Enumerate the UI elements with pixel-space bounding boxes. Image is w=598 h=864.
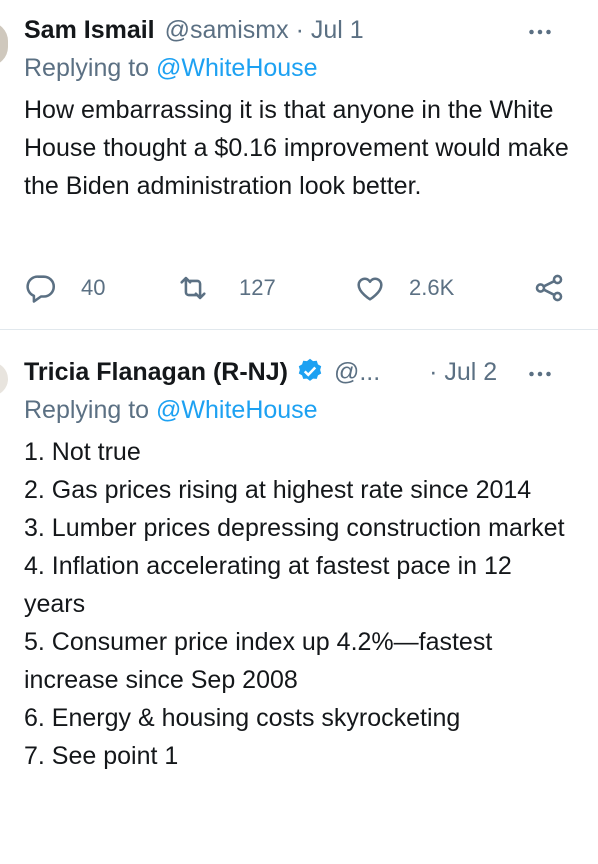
divider bbox=[0, 329, 598, 330]
like-button[interactable] bbox=[353, 271, 387, 305]
text-line: 5. Consumer price index up 4.2%—fastest … bbox=[24, 628, 493, 694]
replying-to: Replying to @WhiteHouse bbox=[24, 391, 318, 429]
handle[interactable]: @... bbox=[333, 358, 381, 386]
verified-badge bbox=[298, 358, 322, 381]
tweet-header: Sam Ismail @samismx · Jul 1 bbox=[24, 11, 364, 49]
action-bar: 40 127 2.6K bbox=[0, 268, 598, 308]
date: Jul 2 bbox=[444, 358, 498, 386]
mention-link[interactable]: @WhiteHouse bbox=[156, 396, 318, 424]
text-line: 1. Not true bbox=[24, 438, 141, 466]
text-line: 2. Gas prices rising at highest rate sin… bbox=[24, 476, 532, 504]
replying-label: Replying to bbox=[24, 54, 150, 82]
handle[interactable]: @samismx bbox=[164, 16, 289, 44]
separator: · bbox=[288, 16, 311, 44]
retweet-count: 127 bbox=[239, 275, 276, 300]
text-line: 6. Energy & housing costs skyrocketing bbox=[24, 704, 461, 732]
reply-count: 40 bbox=[81, 275, 106, 300]
tweet-header: Tricia Flanagan (R-NJ) @... · Jul 2 bbox=[24, 353, 497, 391]
text-line: How embarrassing it is that anyone in th… bbox=[24, 96, 569, 200]
avatar bbox=[0, 22, 8, 66]
text-line: 3. Lumber prices depressing construction… bbox=[24, 514, 565, 542]
author-name[interactable]: Sam Ismail bbox=[24, 16, 155, 44]
mention-link[interactable]: @WhiteHouse bbox=[156, 54, 318, 82]
replying-label: Replying to bbox=[24, 396, 150, 424]
avatar bbox=[0, 362, 8, 396]
tweet-text: 1. Not true 2. Gas prices rising at highe… bbox=[24, 433, 569, 775]
more-button[interactable] bbox=[523, 357, 557, 391]
date: Jul 1 bbox=[310, 16, 364, 44]
replying-to: Replying to @WhiteHouse bbox=[24, 49, 318, 87]
separator: · bbox=[422, 358, 445, 386]
author-name[interactable]: Tricia Flanagan (R-NJ) bbox=[24, 358, 288, 386]
text-line: 4. Inflation accelerating at fastest pac… bbox=[24, 552, 512, 618]
tweet: Sam Ismail @samismx · Jul 1 Replying to @W… bbox=[0, 11, 598, 511]
text-line: 7. See point 1 bbox=[24, 742, 179, 770]
tweet: Tricia Flanagan (R-NJ) @... · Jul 2 Replyi… bbox=[0, 353, 598, 853]
retweet-button[interactable] bbox=[176, 271, 210, 305]
share-button[interactable] bbox=[532, 271, 566, 305]
like-count: 2.6K bbox=[409, 275, 455, 300]
reply-button[interactable] bbox=[24, 271, 58, 305]
more-button[interactable] bbox=[523, 15, 557, 49]
tweet-text: How embarrassing it is that anyone in th… bbox=[24, 91, 569, 205]
